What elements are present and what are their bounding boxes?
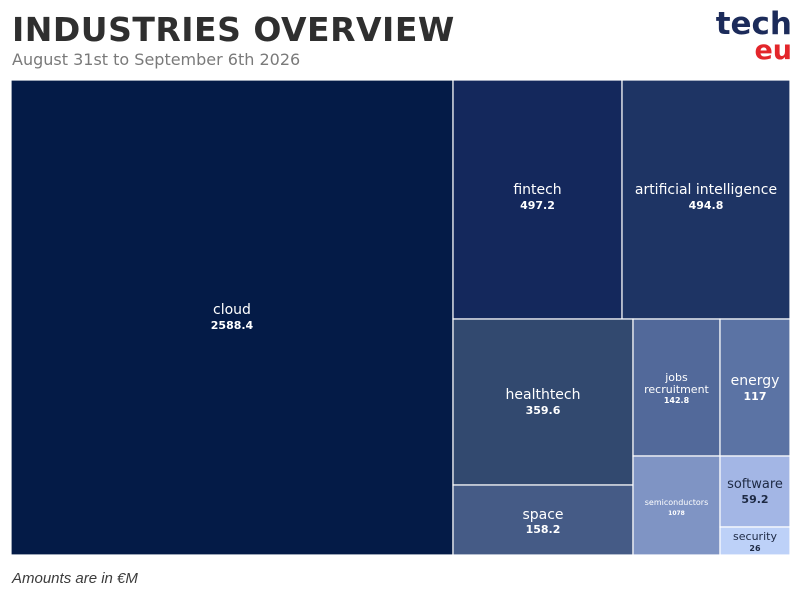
chart-title: INDUSTRIES OVERVIEW [12, 10, 455, 49]
logo-text-tech: tech [716, 6, 792, 42]
tile-value-software: 59.2 [741, 493, 768, 506]
tile-rect-energy [719, 318, 791, 457]
tile-value-cloud: 2588.4 [211, 319, 254, 332]
tile-value-security: 26 [749, 544, 761, 553]
tile-rect-software [719, 455, 791, 528]
tile-label-space: space [522, 507, 563, 523]
treemap-tile-semiconductors: semiconductors 1078 [632, 455, 721, 556]
tile-value-energy: 117 [744, 390, 767, 403]
tile-rect-healthtech [452, 318, 634, 486]
tile-rect-cloud [10, 79, 454, 556]
logo-text-eu: eu [754, 35, 792, 64]
tile-label-jobs-recruitment: jobs recruitment [644, 371, 709, 396]
tile-rect-artificial-intelligence [621, 79, 791, 320]
tile-value-semiconductors: 1078 [668, 510, 685, 517]
tile-rect-semiconductors [632, 455, 721, 556]
tile-value-jobs-recruitment: 142.8 [664, 396, 690, 405]
tile-value-space: 158.2 [526, 523, 561, 536]
tile-rect-fintech [452, 79, 623, 320]
tile-label-cloud: cloud [213, 302, 251, 318]
tile-label-security: security [733, 530, 777, 543]
amount-unit-footnote: Amounts are in €M [12, 570, 138, 587]
tile-label-artificial-intelligence: artificial intelligence [635, 182, 777, 198]
tile-label-energy: energy [731, 373, 780, 389]
tile-label-software: software [727, 477, 783, 492]
tile-value-artificial-intelligence: 494.8 [689, 199, 724, 212]
tech-eu-logo: tech eu [716, 6, 792, 64]
tile-value-fintech: 497.2 [520, 199, 555, 212]
tile-rect-space [452, 484, 634, 556]
tile-label-fintech: fintech [513, 182, 561, 198]
tile-label-healthtech: healthtech [506, 387, 581, 403]
tile-rect-security [719, 526, 791, 556]
tile-label-semiconductors: semiconductors [645, 498, 709, 507]
tile-value-healthtech: 359.6 [526, 404, 561, 417]
date-range-subtitle: August 31st to September 6th 2026 [12, 50, 301, 69]
